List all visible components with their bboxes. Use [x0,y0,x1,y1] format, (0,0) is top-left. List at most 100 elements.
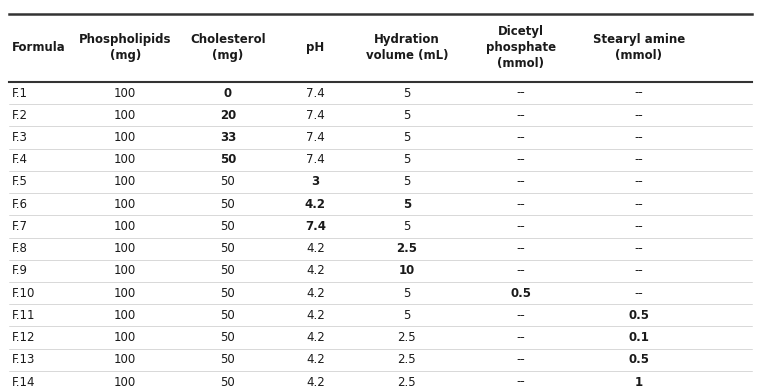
Text: --: -- [635,287,643,300]
Text: 5: 5 [403,309,410,322]
Text: --: -- [517,331,525,344]
Text: --: -- [635,242,643,255]
Text: 7.4: 7.4 [306,87,325,99]
Text: --: -- [517,353,525,366]
Text: 5: 5 [403,198,411,211]
Text: F.13: F.13 [12,353,36,366]
Text: --: -- [517,242,525,255]
Text: --: -- [517,109,525,122]
Text: 50: 50 [221,353,235,366]
Text: 5: 5 [403,87,410,99]
Text: 33: 33 [220,131,236,144]
Text: Stearyl amine
(mmol): Stearyl amine (mmol) [593,33,685,62]
Text: 5: 5 [403,220,410,233]
Text: 100: 100 [114,109,136,122]
Text: --: -- [635,198,643,211]
Text: --: -- [517,198,525,211]
Text: F.9: F.9 [12,264,28,277]
Text: 100: 100 [114,87,136,99]
Text: --: -- [517,220,525,233]
Text: 50: 50 [221,331,235,344]
Text: 100: 100 [114,264,136,277]
Text: 100: 100 [114,131,136,144]
Text: 10: 10 [399,264,415,277]
Text: --: -- [635,264,643,277]
Text: pH: pH [307,41,324,54]
Text: 7.4: 7.4 [305,220,326,233]
Text: 100: 100 [114,376,136,388]
Text: 50: 50 [221,220,235,233]
Text: 1: 1 [635,376,643,388]
Text: F.6: F.6 [12,198,28,211]
Text: --: -- [517,131,525,144]
Text: 100: 100 [114,242,136,255]
Text: 2.5: 2.5 [396,242,417,255]
Text: --: -- [635,176,643,188]
Text: 7.4: 7.4 [306,131,325,144]
Text: F.5: F.5 [12,176,28,188]
Text: F.10: F.10 [12,287,36,300]
Text: 100: 100 [114,353,136,366]
Text: 0.5: 0.5 [511,287,531,300]
Text: 50: 50 [221,242,235,255]
Text: 4.2: 4.2 [306,264,325,277]
Text: 0.1: 0.1 [629,331,649,344]
Text: 4.2: 4.2 [306,376,325,388]
Text: 100: 100 [114,176,136,188]
Text: Phospholipids
(mg): Phospholipids (mg) [79,33,171,62]
Text: 100: 100 [114,153,136,166]
Text: --: -- [517,176,525,188]
Text: F.8: F.8 [12,242,28,255]
Text: 7.4: 7.4 [306,153,325,166]
Text: 0.5: 0.5 [629,309,649,322]
Text: --: -- [635,220,643,233]
Text: 100: 100 [114,287,136,300]
Text: Cholesterol
(mg): Cholesterol (mg) [190,33,266,62]
Text: 5: 5 [403,153,410,166]
Text: --: -- [517,309,525,322]
Text: 2.5: 2.5 [397,353,416,366]
Text: F.14: F.14 [12,376,36,388]
Text: 4.2: 4.2 [306,287,325,300]
Text: --: -- [517,153,525,166]
Text: 2.5: 2.5 [397,376,416,388]
Text: 100: 100 [114,309,136,322]
Text: --: -- [517,264,525,277]
Text: 100: 100 [114,331,136,344]
Text: --: -- [517,376,525,388]
Text: 4.2: 4.2 [305,198,326,211]
Text: 50: 50 [221,376,235,388]
Text: F.7: F.7 [12,220,28,233]
Text: 100: 100 [114,220,136,233]
Text: 0: 0 [224,87,232,99]
Text: 0.5: 0.5 [629,353,649,366]
Text: 50: 50 [221,198,235,211]
Text: 4.2: 4.2 [306,309,325,322]
Text: Dicetyl
phosphate
(mmol): Dicetyl phosphate (mmol) [486,25,556,70]
Text: 50: 50 [221,264,235,277]
Text: --: -- [517,87,525,99]
Text: Hydration
volume (mL): Hydration volume (mL) [365,33,448,62]
Text: --: -- [635,131,643,144]
Text: 5: 5 [403,176,410,188]
Text: 3: 3 [311,176,320,188]
Text: F.2: F.2 [12,109,28,122]
Text: --: -- [635,153,643,166]
Text: F.1: F.1 [12,87,28,99]
Text: 5: 5 [403,131,410,144]
Text: --: -- [635,109,643,122]
Text: F.12: F.12 [12,331,36,344]
Text: 2.5: 2.5 [397,331,416,344]
Text: 20: 20 [220,109,236,122]
Text: F.4: F.4 [12,153,28,166]
Text: --: -- [635,87,643,99]
Text: Formula: Formula [12,41,66,54]
Text: 4.2: 4.2 [306,331,325,344]
Text: 4.2: 4.2 [306,353,325,366]
Text: 50: 50 [220,153,236,166]
Text: 5: 5 [403,287,410,300]
Text: F.3: F.3 [12,131,28,144]
Text: 5: 5 [403,109,410,122]
Text: 7.4: 7.4 [306,109,325,122]
Text: 50: 50 [221,309,235,322]
